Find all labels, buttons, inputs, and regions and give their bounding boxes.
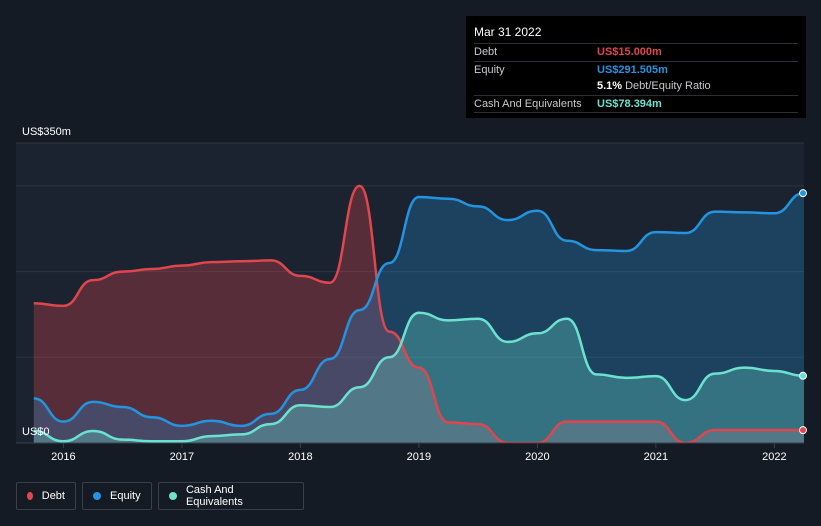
tooltip-equity-value: US$291.505m <box>597 63 668 76</box>
debt-area <box>33 185 804 443</box>
cash-end-point <box>799 371 807 380</box>
y-bottom-label: US$0 <box>22 426 50 438</box>
debt-dot-icon <box>27 492 33 500</box>
tooltip-cash-value: US$78.394m <box>597 97 662 110</box>
legend-item-equity[interactable]: Equity <box>82 482 152 510</box>
legend-debt-label: Debt <box>41 490 65 502</box>
cash-dot-icon <box>169 492 177 500</box>
tooltip-ratio-value: 5.1% <box>597 80 623 92</box>
tooltip-ratio-spacer <box>474 78 597 95</box>
tooltip-debt-label: Debt <box>474 46 498 58</box>
equity-dot-icon <box>93 492 101 500</box>
x-tick-label: 2017 <box>170 451 194 463</box>
legend-equity-label: Equity <box>110 490 141 502</box>
tooltip-bottom-rule <box>474 112 798 130</box>
tooltip-row-cash: Cash And Equivalents US$78.394m <box>474 94 798 113</box>
tooltip-debt-value: US$15.000m <box>597 46 662 58</box>
tooltip-ratio-label: Debt/Equity Ratio <box>625 80 711 92</box>
cash-line <box>33 311 804 443</box>
tooltip-row-ratio: 5.1% Debt/Equity Ratio <box>474 78 798 95</box>
x-tick-label: 2021 <box>644 451 668 463</box>
x-tick-label: 2016 <box>51 451 75 463</box>
y-top-label: US$350m <box>22 126 71 138</box>
equity-line <box>33 191 804 428</box>
tooltip-panel: Mar 31 2022 Debt US$15.000m Equity US$29… <box>466 16 806 118</box>
tooltip-cash-label: Cash And Equivalents <box>474 97 582 110</box>
legend-item-cash[interactable]: Cash And Equivalents <box>158 482 304 510</box>
x-tick-label: 2019 <box>407 451 431 463</box>
legend-item-debt[interactable]: Debt <box>16 482 76 510</box>
debt-line <box>33 184 804 443</box>
tooltip-date: Mar 31 2022 <box>474 25 542 39</box>
x-tick-label: 2020 <box>525 451 549 463</box>
x-tick-label: 2022 <box>762 451 786 463</box>
debt-end-point <box>799 426 807 435</box>
x-tick-label: 2018 <box>288 451 312 463</box>
cash-area <box>33 312 804 443</box>
tooltip-row-equity: Equity US$291.505m <box>474 60 798 79</box>
equity-area <box>33 193 804 443</box>
tooltip-equity-label: Equity <box>474 63 505 76</box>
legend-cash-label: Cash And Equivalents <box>185 484 243 508</box>
tooltip-row-debt: Debt US$15.000m <box>474 43 798 61</box>
equity-end-point <box>799 189 807 198</box>
